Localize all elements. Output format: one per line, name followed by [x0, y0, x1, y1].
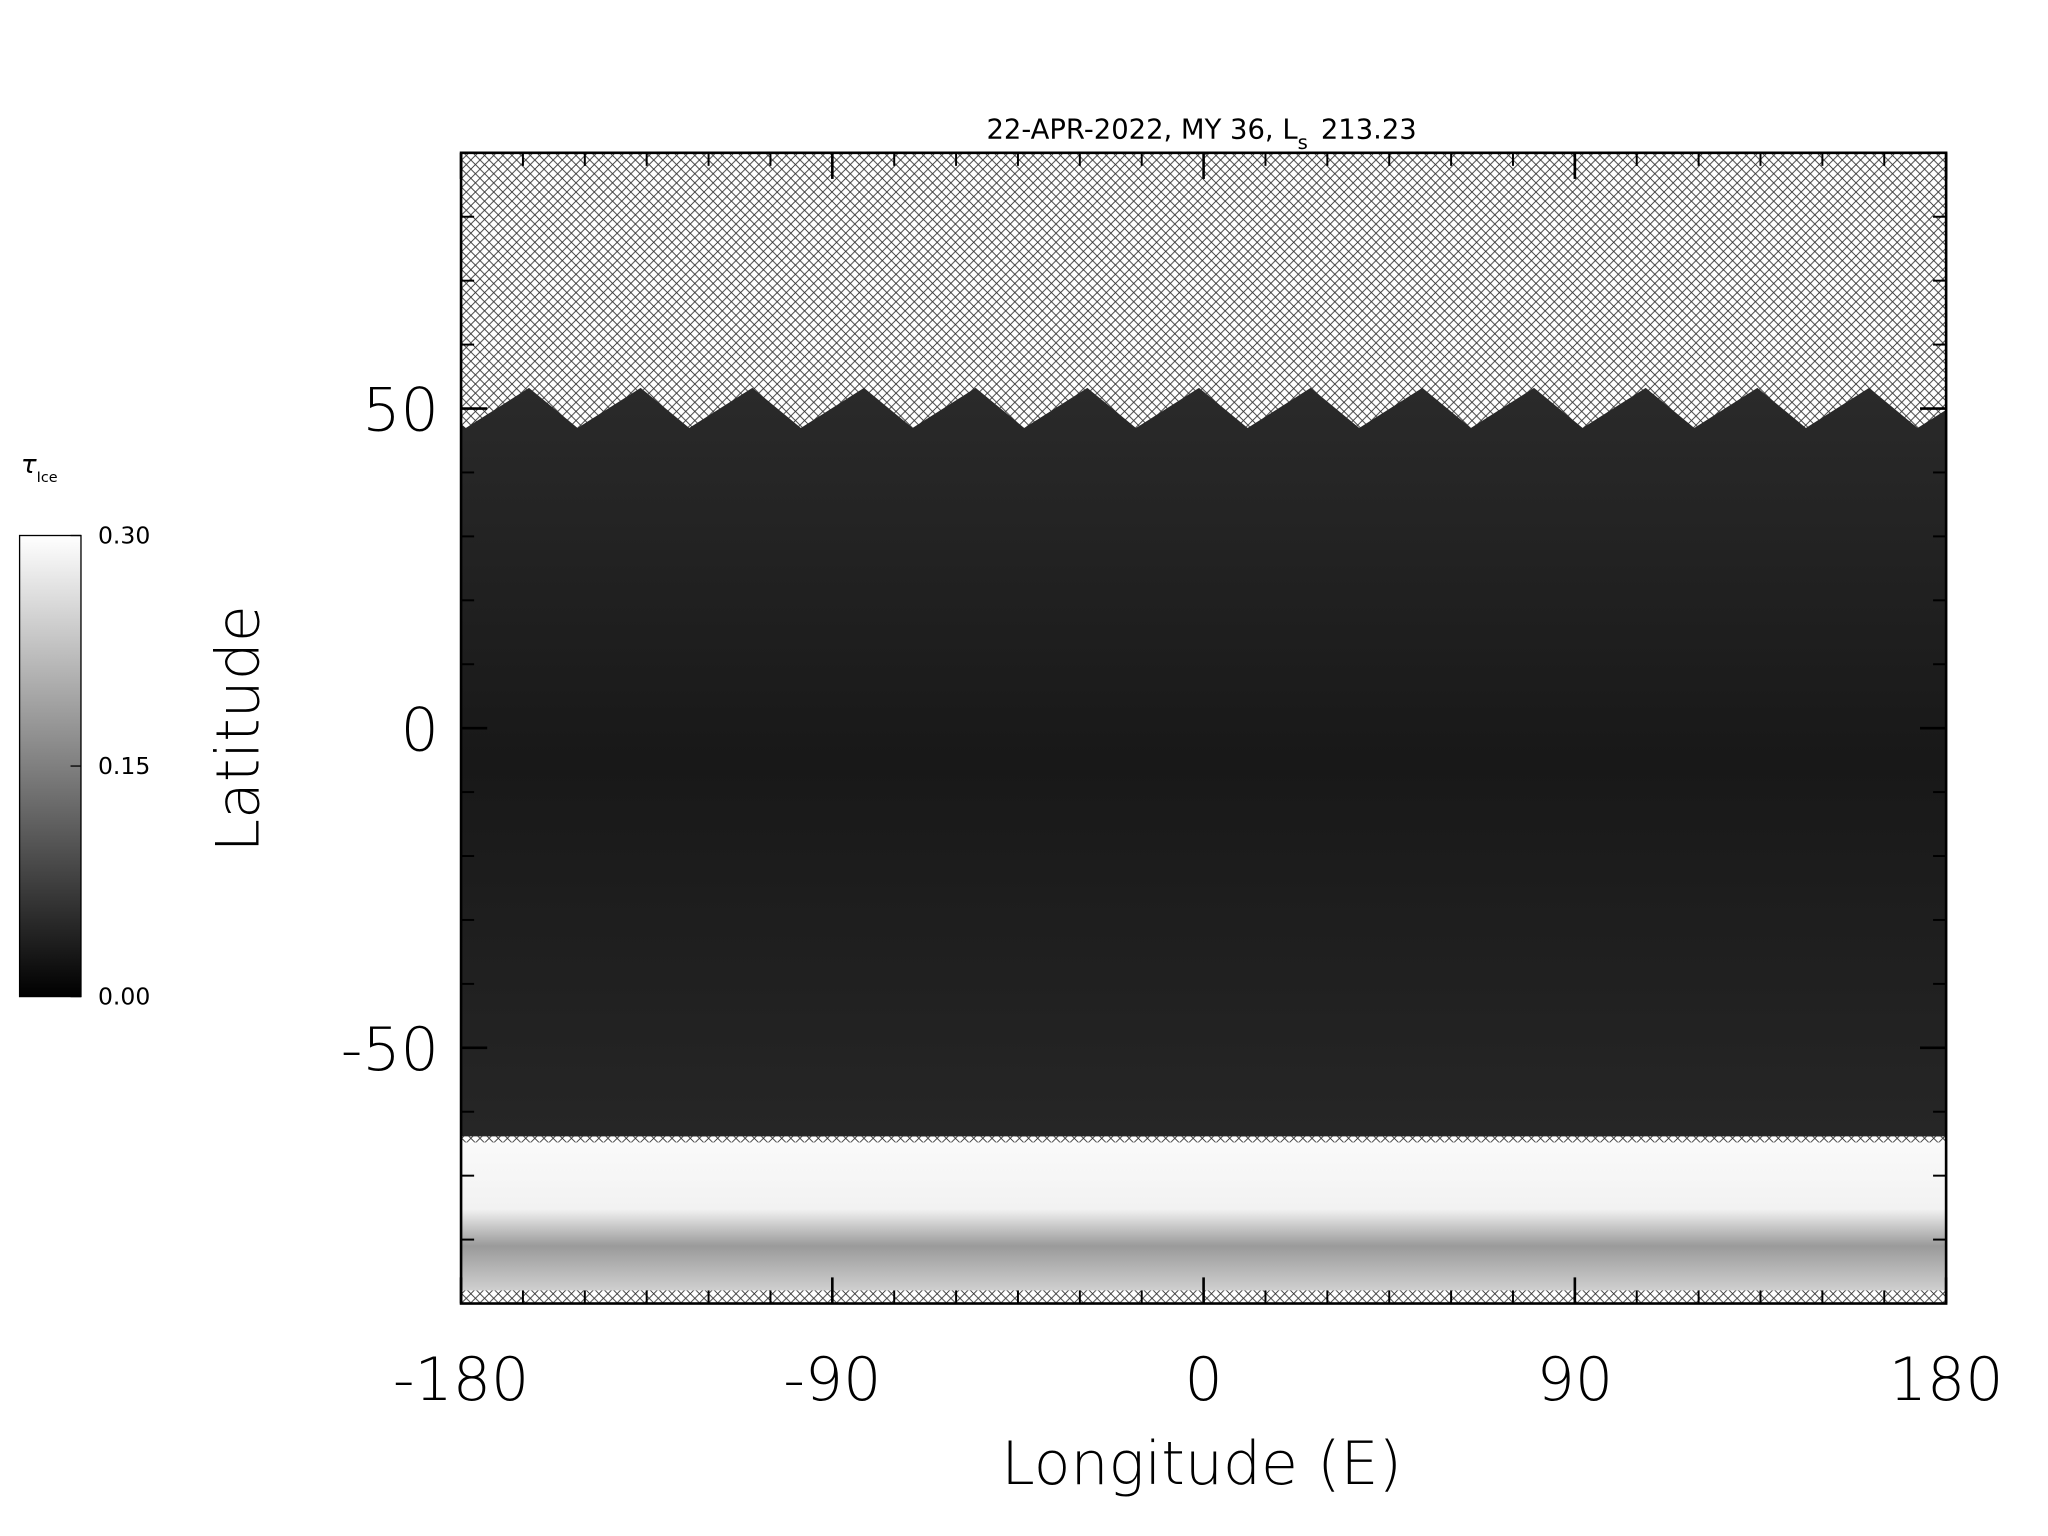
- x-axis-label: Longitude (E): [1001, 1429, 1402, 1499]
- y-tick-label: 0: [401, 695, 439, 765]
- y-tick-label: 50: [362, 376, 438, 446]
- colorbar-symbol: τ: [21, 450, 37, 480]
- x-tick-label: 0: [1184, 1345, 1222, 1415]
- title-suffix: 213.23: [1321, 114, 1417, 145]
- swath: [1912, 409, 1947, 686]
- x-tick-label: -90: [783, 1345, 881, 1415]
- title-main: 22-APR-2022, MY 36, L: [987, 114, 1299, 145]
- polar-band: [461, 1142, 1947, 1291]
- colorbar-tick-label: 0.30: [98, 521, 150, 549]
- title-subscript: s: [1298, 131, 1308, 154]
- swath: [1801, 387, 1947, 1137]
- colorbar-tick-label: 0.00: [98, 982, 150, 1010]
- x-tick-label: 180: [1889, 1345, 2004, 1415]
- y-axis-label: Latitude: [204, 605, 274, 852]
- colorbar-tick-label: 0.15: [98, 752, 150, 780]
- colorbar-label: τIce: [21, 450, 58, 486]
- colorbar-subscript: Ice: [37, 470, 58, 486]
- x-tick-label: -180: [393, 1345, 529, 1415]
- swaths: [461, 387, 1947, 1291]
- y-tick-label: -50: [341, 1015, 439, 1085]
- chart-title: 22-APR-2022, MY 36, Ls 213.23: [987, 114, 1417, 153]
- x-tick-label: 90: [1537, 1345, 1613, 1415]
